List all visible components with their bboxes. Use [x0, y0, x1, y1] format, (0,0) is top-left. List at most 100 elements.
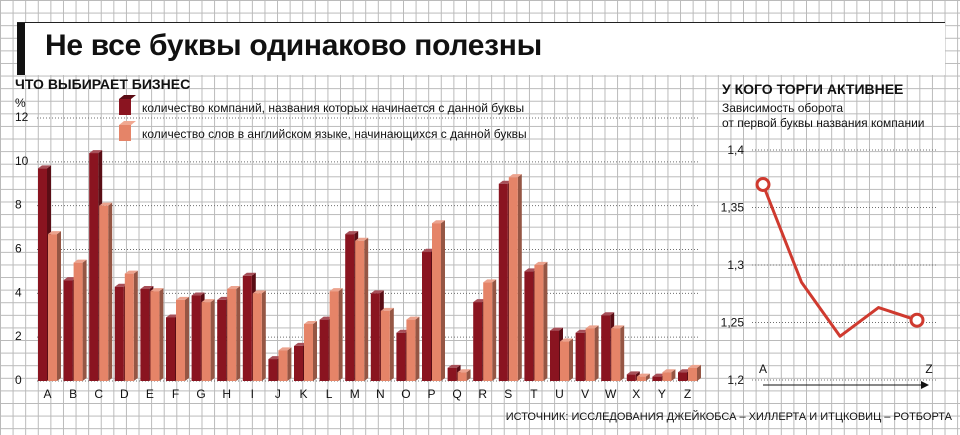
bar-companies-face [626, 374, 636, 381]
bar-words-O [406, 316, 420, 381]
bar-x-tick-label: M [350, 387, 360, 401]
bar-words-top [380, 307, 394, 311]
bar-words-top [176, 296, 189, 300]
bar-x-tick-label: F [172, 387, 179, 401]
bar-words-top [201, 299, 215, 303]
bar-x-tick-label: L [326, 387, 333, 401]
bar-companies-face [217, 299, 227, 381]
bar-words-E [150, 288, 164, 381]
line-y-tick-label: 1,25 [721, 316, 745, 330]
bar-companies-face [38, 168, 47, 381]
bar-words-side [492, 279, 497, 381]
bar-words-face [457, 372, 467, 381]
bar-words-face [252, 293, 262, 381]
line-point [755, 177, 771, 192]
bar-words-top [534, 261, 548, 265]
bar-words-face [508, 177, 518, 381]
bar-companies-top [217, 296, 231, 300]
bar-words-face [176, 299, 185, 381]
bar-companies-face [601, 315, 611, 381]
bar-companies-top [550, 327, 563, 331]
bar-x-tick-label: V [581, 387, 589, 401]
line-path [761, 183, 918, 338]
bar-words-face [432, 223, 441, 381]
bar-words-side [236, 285, 241, 381]
bar-words-Y [662, 369, 676, 381]
legend-swatch-companies [119, 99, 131, 115]
bar-words-U [560, 338, 573, 381]
bar-companies-top [63, 277, 77, 281]
bar-words-side [185, 296, 189, 381]
bar-x-tick-label: U [555, 387, 564, 401]
bar-x-tick-label: D [120, 387, 129, 401]
bar-companies-top [268, 356, 282, 360]
source-note: ИСТОЧНИК: ИССЛЕДОВАНИЯ ДЖЕЙКОБСА – ХИЛЛЕ… [506, 410, 953, 423]
bar-y-tick-label: 4 [15, 285, 22, 299]
bar-words-top [252, 290, 266, 294]
bar-words-face [560, 341, 569, 381]
bar-words-side [594, 325, 599, 381]
bar-words-side [82, 259, 87, 381]
bar-companies-face [652, 376, 662, 381]
bar-words-face [662, 372, 672, 381]
bar-words-side [364, 237, 369, 381]
legend: количество компаний, названия которых на… [119, 95, 527, 141]
bar-x-tick-label: A [43, 387, 51, 401]
bar-words-A [48, 231, 61, 381]
bar-words-face [227, 288, 237, 381]
legend-swatch-companies-top [119, 95, 136, 99]
bar-words-H [227, 285, 241, 381]
bar-companies-top [575, 329, 589, 333]
bar-companies-face [294, 345, 303, 381]
bar-companies-face [242, 275, 252, 381]
bar-companies-face [166, 317, 175, 381]
bar-companies-face [678, 372, 687, 381]
bar-words-B [73, 259, 87, 381]
bar-x-tick-label: K [299, 387, 307, 401]
bar-words-Z [688, 364, 701, 381]
bar-words-V [585, 325, 599, 381]
bar-words-top [124, 270, 138, 274]
bar-y-ticks: 0 2 4 6 8 10 12 [15, 110, 29, 387]
bar-words-side [313, 321, 317, 381]
bar-words-C [99, 202, 113, 381]
bar-words-top [150, 288, 164, 292]
legend-item-companies: количество компаний, названия которых на… [119, 95, 524, 115]
bar-words-D [124, 270, 138, 381]
line-y-tick-label: 1,35 [721, 201, 745, 215]
bar-x-tick-label: J [275, 387, 281, 401]
bar-words-side [466, 369, 471, 381]
bar-words-side [569, 338, 573, 381]
bar-companies-top [447, 364, 461, 368]
bar-companies-top [473, 299, 487, 303]
bar-x-tick-label: Z [684, 387, 691, 401]
bar-words-face [406, 319, 416, 381]
legend-label-companies: количество компаний, названия которых на… [142, 101, 524, 115]
bar-words-side [338, 288, 343, 381]
bar-words-top [457, 369, 471, 373]
bar-companies-top [319, 316, 333, 320]
title-box: Не все буквы одинаково полезны [17, 22, 945, 75]
bar-y-tick-label: 0 [15, 373, 22, 387]
bar-x-tick-label: S [504, 387, 512, 401]
bar-companies-face [524, 271, 534, 381]
bar-words-top [329, 288, 343, 292]
legend-swatch-words-top [119, 121, 136, 125]
bar-words-face [534, 264, 544, 381]
bar-companies-top [626, 371, 640, 375]
bar-companies-top [524, 268, 538, 272]
line-y-tick-label: 1,4 [727, 143, 744, 157]
bar-words-S [508, 174, 522, 381]
bar-x-tick-label: O [401, 387, 410, 401]
bar-words-side [159, 288, 164, 381]
bar-companies-top [191, 292, 205, 296]
bar-companies-top [498, 180, 512, 184]
bar-words-side [287, 347, 292, 381]
bar-words-top [560, 338, 573, 342]
bar-words-face [124, 273, 134, 381]
bar-companies-face [498, 183, 508, 381]
bar-words-X [636, 373, 650, 381]
bar-companies-top [345, 231, 359, 235]
bar-x-tick-label: Q [452, 387, 461, 401]
bar-companies-face [422, 251, 431, 381]
